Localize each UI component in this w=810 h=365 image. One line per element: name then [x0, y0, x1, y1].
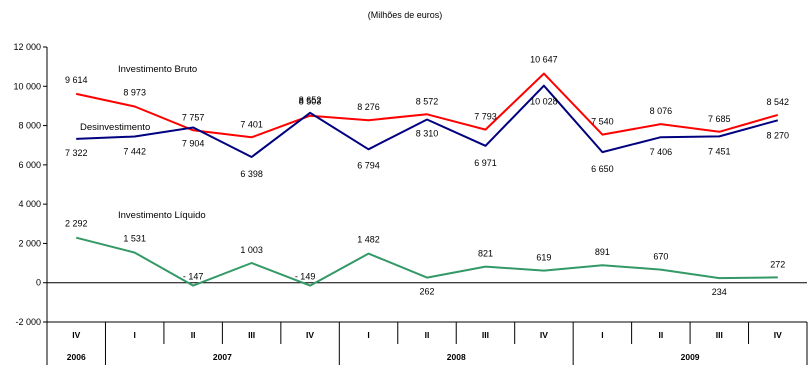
data-label: 262 [419, 287, 434, 297]
series-line-1 [75, 72, 779, 139]
data-label: 6 794 [357, 160, 380, 170]
quarter-label: II [658, 330, 663, 340]
data-label: 7 793 [474, 112, 497, 122]
data-label: - 147 [183, 272, 204, 282]
data-label: 7 685 [708, 114, 731, 124]
y-tick-label: 2 000 [18, 238, 41, 248]
data-label: 7 401 [240, 119, 263, 129]
year-label: 2006 [67, 352, 86, 362]
data-label: 8 652 [299, 95, 322, 105]
quarter-label: IV [774, 330, 782, 340]
y-tick-label: 0 [36, 278, 41, 288]
year-label: 2009 [681, 352, 700, 362]
quarter-label: I [134, 330, 136, 340]
data-label: 9 614 [65, 75, 88, 85]
series-line-2 [76, 84, 779, 158]
y-tick-label: 12 000 [13, 42, 41, 52]
y-axis-ticks: 12 000 10 000 8 000 6 000 4 000 2 000 0 -2 000 [13, 42, 41, 327]
data-label: 7 540 [591, 117, 614, 127]
data-label: - 149 [295, 272, 316, 282]
data-label: 6 971 [474, 158, 497, 168]
data-label: 8 542 [767, 97, 790, 107]
chart-subtitle: (Milhões de euros) [367, 10, 443, 20]
quarter-label: IV [72, 330, 80, 340]
quarter-label: IV [306, 330, 314, 340]
data-label: 7 442 [123, 147, 146, 157]
series-lines [75, 72, 779, 287]
series-line-3 [75, 236, 778, 287]
quarter-label: I [601, 330, 603, 340]
y-tick-label: 10 000 [13, 81, 41, 91]
data-label: 891 [595, 247, 610, 257]
data-label: 8 270 [767, 130, 790, 140]
quarter-label: II [191, 330, 196, 340]
data-label: 234 [712, 287, 727, 297]
data-label: 2 292 [65, 219, 88, 229]
data-label: 6 650 [591, 164, 614, 174]
data-label: 1 003 [240, 245, 263, 255]
data-label: 8 276 [357, 102, 380, 112]
data-label: 821 [478, 249, 493, 259]
data-label: 619 [536, 253, 551, 263]
quarter-label: III [248, 330, 255, 340]
data-label: 1 531 [123, 234, 146, 244]
data-label: 8 310 [416, 128, 439, 138]
y-tick-label: 4 000 [18, 199, 41, 209]
series-name-1: Investimento Bruto [118, 64, 197, 75]
data-label: 8 503 [299, 97, 322, 107]
quarter-label: II [425, 330, 430, 340]
data-label: 8 076 [650, 106, 673, 116]
series-name-2: Desinvestimento [80, 122, 150, 133]
quarter-label: IV [540, 330, 548, 340]
quarter-label: III [482, 330, 489, 340]
data-label: 10 028 [530, 97, 558, 107]
data-label: 670 [653, 252, 668, 262]
year-label: 2007 [213, 352, 232, 362]
data-label: 8 572 [416, 96, 439, 106]
data-label: 8 973 [123, 87, 146, 97]
quarter-label: III [716, 330, 723, 340]
data-label: 272 [770, 259, 785, 269]
axes [43, 46, 807, 323]
data-label: 10 647 [530, 55, 558, 65]
data-label: 1 482 [357, 235, 380, 245]
data-label: 7 451 [708, 146, 731, 156]
data-label: 6 398 [240, 169, 263, 179]
year-label: 2008 [447, 352, 466, 362]
y-tick-label: 6 000 [18, 160, 41, 170]
series-names: Investimento Bruto Desinvestimento Investi… [80, 64, 206, 221]
y-tick-label: 8 000 [18, 121, 41, 131]
series-name-3: Investimento Líquido [118, 210, 206, 221]
data-label: 7 322 [65, 148, 88, 158]
data-label: 7 406 [650, 147, 673, 157]
data-labels: 9 614 8 973 7 757 7 401 8 503 8 276 8 572 7 793… [65, 55, 789, 298]
data-label: 7 757 [182, 112, 205, 122]
data-label: 7 904 [182, 138, 205, 148]
y-tick-label: -2 000 [15, 317, 41, 327]
quarter-label: I [367, 330, 369, 340]
